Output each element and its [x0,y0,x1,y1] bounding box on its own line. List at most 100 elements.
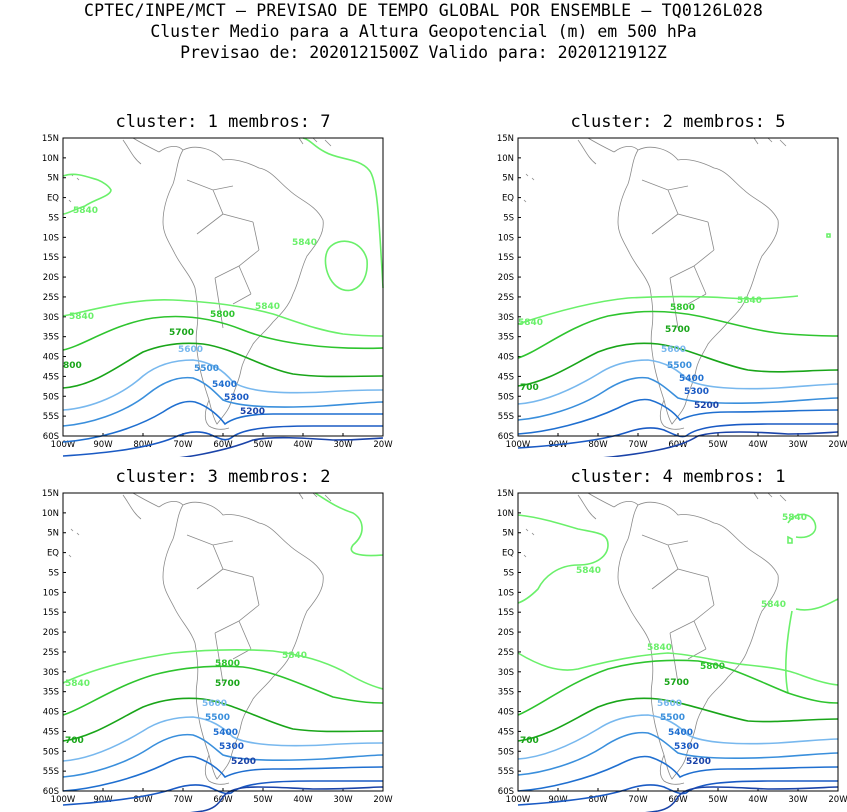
coastline-path [617,146,779,425]
label-5300: 5300 [674,742,699,752]
lat-tick-label: 10N [497,154,514,164]
contour-5400 [62,755,384,792]
lat-tick-label: 55S [498,412,514,422]
label-5200: 5200 [694,401,719,411]
coastline-path [587,137,639,153]
contour-5840-high [324,240,368,292]
lon-tick-label: 40W [748,440,768,450]
label-5600: 5600 [178,345,203,355]
lon-tick-label: 30W [788,440,808,450]
contour-5700 [62,342,384,389]
contour-5200 [179,436,384,457]
contours [517,513,839,812]
lat-tick-label: 30S [498,313,514,323]
label-5800: 5800 [700,662,725,672]
lat-tick-label: 30S [498,668,514,678]
coastline-path [122,139,142,165]
map-cluster-3: 15N 10N 5N EQ 5S 10S 15S 20S 25S 30S 35S 40S 45S 50S 5… [42,489,393,812]
contour-5600 [62,716,384,762]
contours [517,233,839,457]
map-cluster-2: 15N 10N 5N EQ 5S 10S 15S 20S 25S 30S 35S 40S 45S 50S 5… [497,134,847,457]
lat-tick-label: 55S [498,767,514,777]
lat-tick-label: 40S [498,708,514,718]
lat-tick-label: 45S [498,372,514,382]
contour-5500 [517,376,839,421]
label-5700: 5700 [169,328,194,338]
lat-tick-label: 15N [497,134,514,144]
lat-tick-label: 50S [43,747,59,757]
panel-title: cluster: 3 membros: 2 [115,467,331,487]
lat-tick-label: 10S [498,233,514,243]
coastline-path [162,501,324,780]
lat-tick-label: 55S [43,767,59,777]
map-frame [517,492,839,792]
lat-tick-label: 10S [43,588,59,598]
contours [62,137,384,457]
lat-axis: 15N 10N 5N EQ 5S 10S 15S 20S 25S 30S 35S 40S 45S 50S 5… [42,489,66,797]
panel-cluster-1: cluster: 1 membros: 7 15N 10N 5N EQ 5S 10S 15S… [20,112,410,457]
lon-tick-label: 80W [588,440,608,450]
map-frame [62,137,384,437]
coastline-path [186,534,260,684]
contour-5400 [62,400,383,443]
lon-tick-label: 20W [373,440,393,450]
contour-5500 [62,376,384,427]
lon-tick-label: 80W [588,795,608,805]
label-5800: 5800 [215,659,240,669]
label-5840: 5840 [292,238,317,248]
lat-tick-label: 5N [47,174,59,184]
coastline-path [523,173,535,203]
lat-tick-label: 50S [498,392,514,402]
coastline [523,137,787,430]
lat-tick-label: EQ [47,549,59,559]
contour-5800 [62,665,384,716]
lat-tick-label: 60S [43,787,59,797]
contour-labels: 5840 5840 5800 5700 5600 5500 5400 5300 … [65,651,307,767]
contour-5840-northeast [302,137,384,289]
label-5500: 5500 [667,361,692,371]
map-cluster-4: 15N 10N 5N EQ 5S 10S 15S 20S 25S 30S 35S 40S 45S 50S 5… [497,489,847,812]
lat-tick-label: 5N [47,529,59,539]
lon-tick-label: 80W [133,440,153,450]
contour-5400 [517,398,839,435]
header-line-2: Cluster Medio para a Altura Geopotencial… [150,22,697,41]
lat-tick-label: 25S [498,648,514,658]
map-cluster-1: 15N 10N 5N EQ 5S 10S 15S 20S 25S 30S 35S 40S 45S 50S 5… [42,134,393,457]
lat-tick-label: 25S [43,648,59,658]
label-5300: 5300 [224,393,249,403]
contour-5840-east [785,598,839,694]
contour-5840-west [517,514,609,604]
contour-5200 [644,786,839,812]
label-5600: 5600 [661,345,686,355]
lat-tick-label: 60S [43,432,59,442]
coastline-path [186,179,260,329]
lat-tick-label: 5N [502,529,514,539]
lat-tick-label: 40S [43,708,59,718]
lat-tick-label: 40S [43,353,59,363]
contour-5500 [62,733,384,778]
lat-tick-label: 10S [498,588,514,598]
lon-tick-label: 70W [173,795,193,805]
lat-tick-label: 60S [498,432,514,442]
lon-tick-label: 50W [253,440,273,450]
lat-tick-label: 5S [503,213,514,223]
lon-tick-label: 30W [333,440,353,450]
lat-tick-label: EQ [47,194,59,204]
contour-5600 [517,359,839,405]
contour-labels: 5840 5840 5840 5840 5800 5700 5600 5500 … [63,206,317,417]
contour-5840-island [826,233,831,238]
lat-tick-label: 5S [48,568,59,578]
lon-tick-label: 60W [668,795,688,805]
contour-5600 [62,359,384,411]
label-5400: 5400 [679,374,704,384]
lon-tick-label: 40W [293,795,313,805]
coastline-path [298,137,332,147]
lon-tick-label: 40W [748,795,768,805]
label-5700: 700 [520,383,539,393]
lat-tick-label: 15S [498,608,514,618]
coastline-path [617,501,779,780]
coastline-path [659,754,685,785]
contour-5700 [62,697,384,742]
lon-axis: 100W 90W 80W 70W 60W 50W 40W 30W 20W [51,788,393,805]
label-5300: 5300 [219,742,244,752]
